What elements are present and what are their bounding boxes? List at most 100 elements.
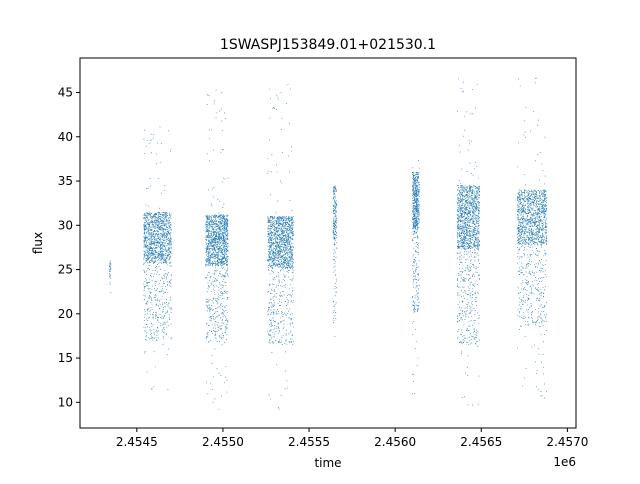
data-point (284, 286, 286, 288)
data-point (267, 228, 269, 230)
data-point (109, 267, 111, 269)
data-point (214, 256, 216, 258)
data-point (166, 304, 168, 306)
data-point (418, 159, 420, 161)
data-point (412, 255, 414, 257)
data-point (160, 317, 162, 318)
data-point (275, 254, 277, 256)
data-point (412, 194, 414, 196)
data-point (210, 320, 212, 322)
data-point (168, 316, 170, 318)
data-point (277, 272, 279, 274)
data-point (283, 223, 285, 225)
data-point (208, 249, 210, 251)
data-point (281, 243, 283, 245)
data-point (146, 285, 148, 287)
data-point (267, 170, 269, 172)
data-point (152, 137, 154, 139)
data-point (149, 269, 150, 271)
data-point (277, 255, 279, 257)
data-point (418, 248, 419, 250)
data-point (216, 331, 218, 332)
data-point (167, 212, 168, 214)
data-point (280, 220, 282, 222)
data-point (207, 219, 209, 221)
data-point (412, 393, 414, 395)
data-point (154, 222, 156, 224)
data-point (161, 228, 163, 230)
data-point (169, 214, 170, 216)
data-point (416, 207, 418, 209)
data-point (270, 237, 272, 239)
data-point (226, 299, 228, 300)
data-point (281, 238, 282, 240)
data-point (416, 299, 418, 301)
data-point (161, 248, 163, 250)
data-point (270, 220, 272, 222)
data-point (143, 289, 145, 291)
data-point (143, 285, 145, 287)
data-point (334, 189, 336, 191)
data-point (267, 157, 269, 159)
data-point (413, 196, 415, 198)
data-point (218, 238, 220, 240)
data-point (416, 188, 418, 189)
data-point (210, 291, 212, 293)
data-point (269, 320, 271, 321)
data-point (268, 234, 270, 235)
data-point (285, 251, 287, 253)
data-point (220, 317, 221, 319)
data-point (276, 326, 278, 328)
data-point (269, 252, 271, 254)
data-point (221, 259, 223, 261)
data-point (280, 269, 282, 271)
data-point (275, 226, 277, 228)
data-point (168, 259, 170, 261)
data-point (162, 322, 164, 324)
data-point (217, 262, 219, 264)
data-point (168, 241, 170, 243)
data-point (417, 293, 419, 294)
data-point (270, 319, 272, 321)
data-point (292, 254, 294, 255)
data-point (152, 216, 154, 218)
data-point (225, 233, 227, 235)
data-point (143, 221, 145, 223)
data-point (159, 228, 161, 230)
data-point (160, 251, 162, 253)
data-point (281, 257, 283, 259)
data-point (152, 316, 154, 318)
data-point (412, 195, 414, 197)
data-point (417, 309, 419, 311)
data-point (288, 250, 290, 252)
data-point (412, 210, 413, 212)
data-point (221, 318, 223, 320)
data-point (415, 186, 417, 188)
data-point (144, 309, 146, 311)
data-point (219, 325, 221, 327)
data-point (273, 217, 275, 219)
data-point (281, 266, 282, 268)
data-point (415, 341, 417, 342)
data-point (170, 229, 172, 230)
data-point (163, 259, 164, 260)
data-point (287, 265, 288, 267)
data-point (273, 312, 275, 314)
data-point (284, 226, 285, 228)
data-point (151, 242, 153, 244)
data-point (412, 200, 414, 202)
data-point (151, 273, 153, 275)
data-point (158, 274, 160, 276)
data-point (147, 187, 149, 189)
data-point (221, 240, 222, 242)
data-point (334, 213, 336, 215)
data-point (206, 261, 208, 263)
data-point (163, 257, 165, 259)
data-point (164, 239, 166, 241)
data-point (153, 254, 155, 256)
data-point (162, 251, 164, 253)
data-point (272, 221, 274, 223)
data-point (288, 239, 290, 241)
data-point (210, 257, 212, 259)
data-point (158, 233, 160, 235)
